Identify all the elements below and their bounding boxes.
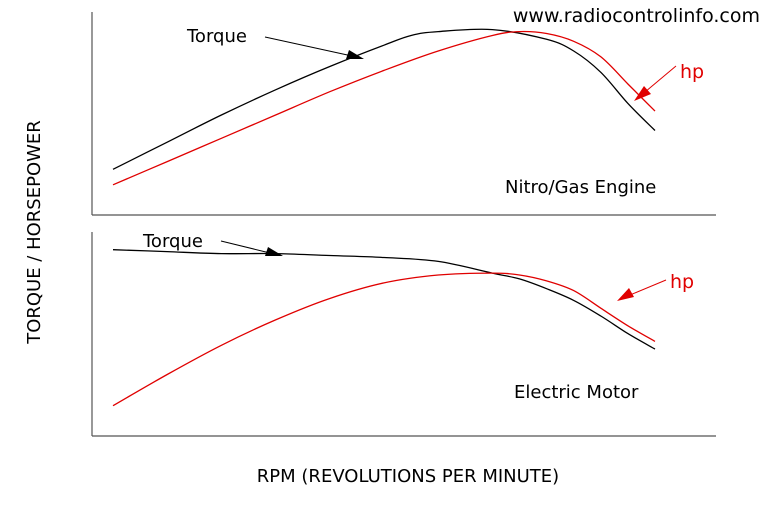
- electric-hp-leader: [629, 279, 667, 296]
- electric-series-group: [112, 249, 656, 407]
- electric-hp-label: hp: [670, 271, 694, 293]
- nitro-hp-arrowhead: [634, 86, 651, 101]
- electric-panel: Electric Motor Torque hp: [91, 231, 716, 437]
- nitro-hp-series-line: [112, 30, 656, 186]
- watermark-text: www.radiocontrolinfo.com: [513, 5, 760, 27]
- electric-hp-arrowhead: [617, 288, 634, 301]
- nitro-panel: Nitro/Gas Engine Torque hp: [91, 12, 716, 216]
- electric-torque-leader: [220, 240, 271, 254]
- x-axis-label: RPM (REVOLUTIONS PER MINUTE): [257, 466, 559, 487]
- electric-title: Electric Motor: [514, 382, 639, 403]
- nitro-title: Nitro/Gas Engine: [505, 177, 656, 198]
- electric-hp-series-line: [112, 272, 656, 407]
- nitro-hp-label: hp: [680, 61, 704, 83]
- nitro-torque-leader: [264, 36, 353, 57]
- nitro-torque-arrowhead: [346, 50, 364, 59]
- nitro-torque-label: Torque: [186, 26, 247, 47]
- electric-torque-series-line: [112, 249, 656, 350]
- electric-torque-arrowhead: [265, 247, 283, 256]
- nitro-torque-series-line: [112, 28, 656, 170]
- electric-torque-label: Torque: [142, 231, 203, 252]
- nitro-hp-leader: [644, 65, 677, 93]
- y-axis-label: TORQUE / HORSEPOWER: [24, 120, 45, 345]
- nitro-series-group: [112, 28, 656, 186]
